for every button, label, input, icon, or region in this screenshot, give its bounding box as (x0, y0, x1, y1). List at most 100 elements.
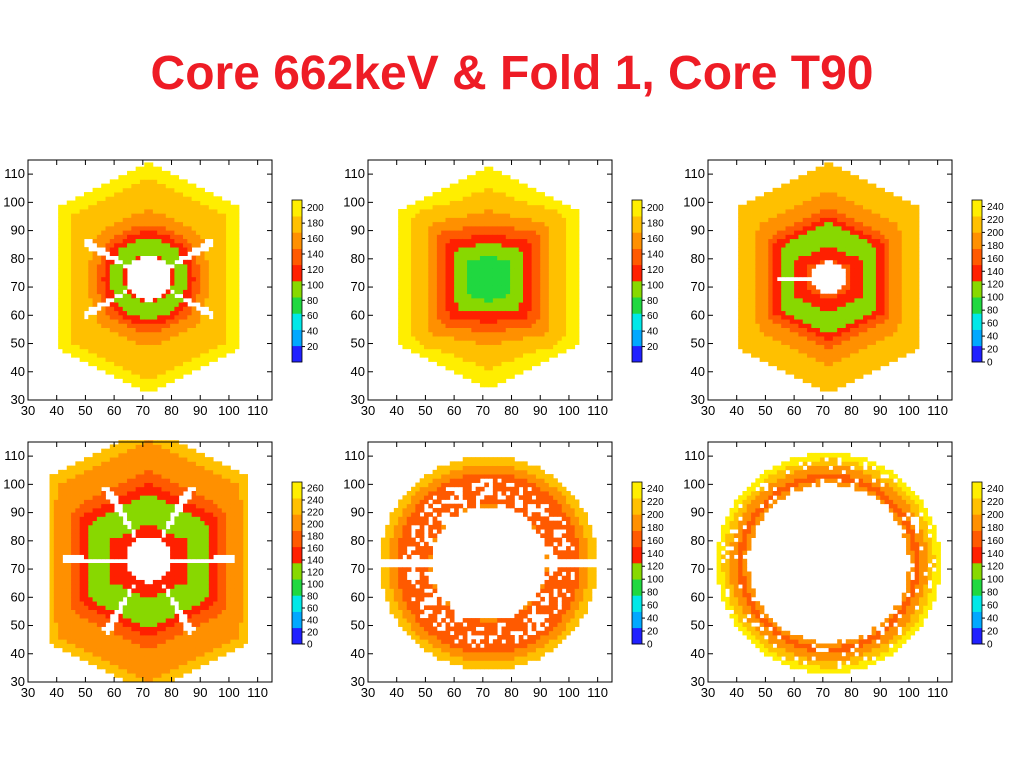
heatmap-cell (415, 259, 421, 265)
heatmap-cell (458, 268, 464, 273)
heatmap-cell (191, 310, 197, 316)
heatmap-cell (88, 234, 93, 240)
heatmap-cell (841, 327, 847, 333)
heatmap-cell (742, 238, 748, 244)
heatmap-cell (819, 314, 825, 320)
heatmap-cell (807, 268, 812, 273)
heatmap-cell (518, 187, 524, 193)
heatmap-cell (58, 281, 63, 286)
heatmap-cell (411, 302, 416, 307)
heatmap-cell (832, 179, 838, 184)
heatmap-cell (785, 331, 791, 337)
heatmap-cell (505, 289, 511, 295)
heatmap-cell (548, 264, 554, 269)
heatmap-cell (127, 170, 132, 176)
heatmap-cell (759, 302, 765, 307)
heatmap-cell (746, 276, 752, 282)
heatmap-cell (200, 225, 205, 231)
heatmap-cell (746, 264, 752, 269)
heatmap-cell (807, 297, 812, 303)
heatmap-cell (148, 314, 154, 320)
heatmap-cell (170, 281, 175, 286)
heatmap-cell (170, 331, 175, 337)
heatmap-cell (157, 204, 162, 210)
heatmap-cell (105, 247, 111, 252)
heatmap-cell (200, 234, 205, 240)
heatmap-cell (570, 242, 576, 248)
heatmap-cell (398, 242, 403, 248)
heatmap-cell (742, 268, 748, 273)
heatmap-cell (574, 264, 580, 269)
heatmap-cell (131, 209, 137, 214)
heatmap-cell (428, 238, 433, 244)
heatmap-cell (863, 314, 868, 320)
heatmap-cell (178, 276, 184, 282)
heatmap-cell (570, 302, 576, 307)
heatmap-cell (462, 204, 468, 210)
heatmap-cell (479, 323, 485, 328)
heatmap-cell (510, 297, 515, 303)
heatmap-cell (574, 251, 580, 256)
heatmap-cell (479, 187, 485, 193)
heatmap-cell (139, 225, 145, 231)
heatmap-cell (824, 166, 829, 172)
heatmap-cell (479, 242, 485, 248)
heatmap-cell (101, 196, 106, 201)
heatmap-cell (557, 348, 563, 354)
heatmap-cell (423, 272, 429, 278)
heatmap-cell (785, 353, 791, 358)
heatmap-cell (501, 378, 507, 384)
heatmap-cell (75, 268, 81, 273)
heatmap-cell (759, 276, 765, 282)
heatmap-cell (226, 234, 231, 240)
heatmap-cell (432, 221, 438, 227)
heatmap-cell (824, 386, 829, 392)
heatmap-cell (837, 209, 842, 214)
heatmap-cell (139, 302, 145, 307)
heatmap-cell (118, 179, 124, 184)
heatmap-cell (785, 255, 791, 261)
heatmap-cell (187, 213, 193, 218)
heatmap-cell (191, 242, 197, 248)
heatmap-cell (501, 238, 507, 244)
heatmap-cell (114, 289, 119, 295)
heatmap-cell (527, 344, 533, 350)
heatmap-cell (208, 255, 214, 261)
heatmap-cell (798, 353, 804, 358)
heatmap-cell (114, 196, 119, 201)
heatmap-cell (454, 281, 459, 286)
heatmap-cell (492, 297, 498, 303)
heatmap-cell (195, 255, 201, 261)
heatmap-cell (479, 314, 485, 320)
heatmap-cell (815, 340, 821, 345)
heatmap-cell (226, 319, 231, 324)
heatmap-cell (518, 230, 524, 235)
heatmap-cell (479, 247, 485, 252)
heatmap-cell (501, 331, 507, 337)
heatmap-cell (742, 310, 748, 316)
heatmap-cell (837, 238, 842, 244)
heatmap-cell (768, 217, 773, 223)
heatmap-cell (415, 285, 421, 290)
heatmap-cell (501, 225, 507, 231)
heatmap-cell (436, 217, 442, 223)
heatmap-cell (518, 293, 524, 299)
heatmap-cell (411, 251, 416, 256)
heatmap-cell (122, 365, 128, 371)
heatmap-cell (66, 213, 72, 218)
heatmap-cell (462, 323, 468, 328)
heatmap-cell (445, 247, 451, 252)
heatmap-cell (751, 209, 756, 214)
heatmap-cell (144, 378, 149, 384)
heatmap-cell (815, 327, 821, 333)
heatmap-cell (114, 348, 119, 354)
heatmap-cell (454, 264, 459, 269)
heatmap-cell (221, 340, 227, 345)
heatmap-cell (535, 331, 541, 337)
heatmap-cell (850, 293, 855, 299)
heatmap-cell (755, 196, 761, 201)
heatmap-cell (867, 183, 873, 189)
heatmap-cell (501, 217, 507, 223)
heatmap-cell (398, 230, 403, 235)
heatmap-cell (92, 340, 98, 345)
